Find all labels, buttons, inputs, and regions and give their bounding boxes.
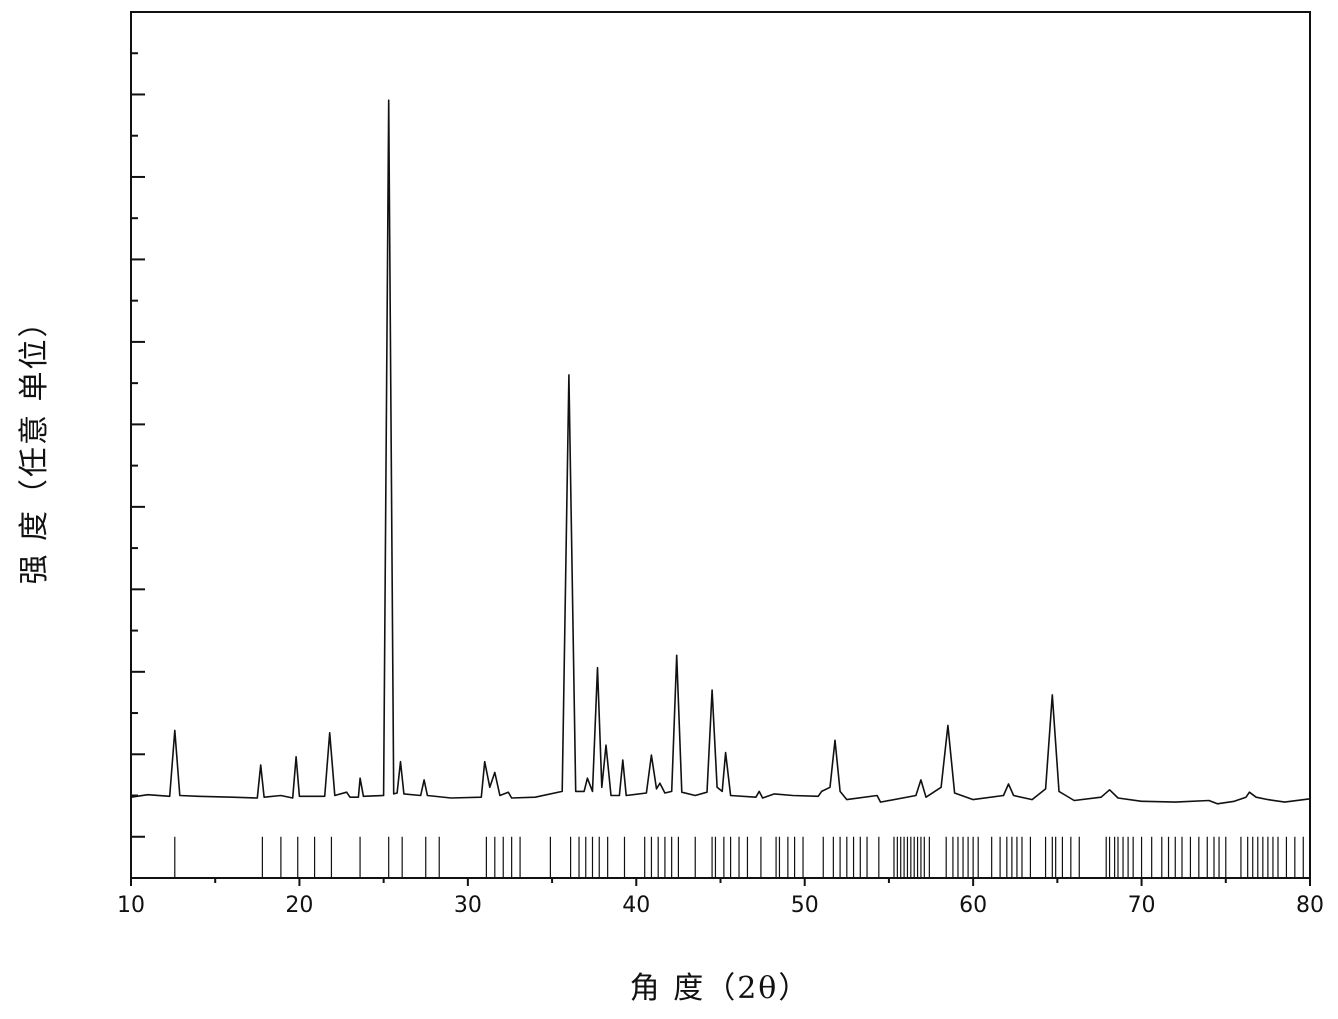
pattern-line: [131, 100, 1310, 804]
x-tick-label: 30: [454, 893, 482, 918]
x-tick-label: 20: [285, 893, 313, 918]
x-tick-label: 60: [959, 893, 987, 918]
x-tick-label: 80: [1296, 893, 1324, 918]
y-axis-title: 强 度（任意 单位）: [17, 305, 52, 584]
x-tick-label: 70: [1128, 893, 1156, 918]
x-tick-label: 50: [791, 893, 819, 918]
x-tick-label: 40: [622, 893, 650, 918]
x-axis-title: 角 度（2θ）: [630, 971, 811, 1006]
chart: 角 度（2θ） 强 度（任意 单位） 10 20 30 40 50 60 70 80: [0, 0, 1338, 1019]
plot-frame: [131, 12, 1310, 878]
x-tick-label: 10: [117, 893, 145, 918]
